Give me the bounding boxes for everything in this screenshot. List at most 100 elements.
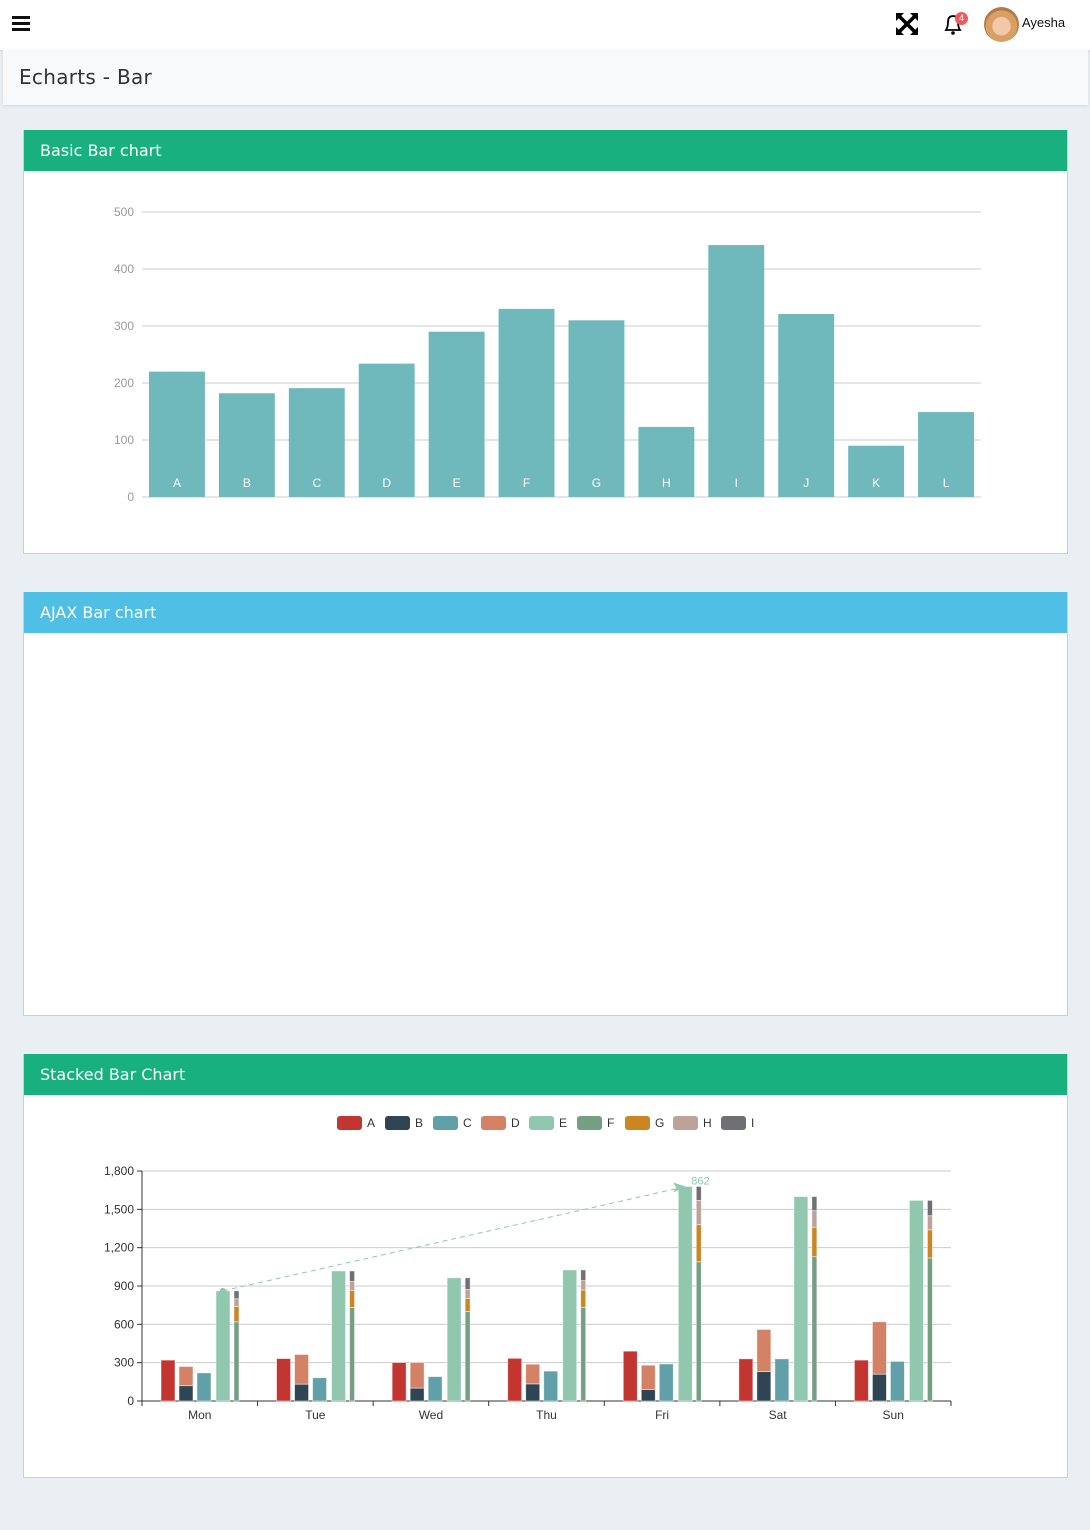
- bar-I: [580, 1269, 587, 1282]
- y-tick-label: 300: [114, 1356, 134, 1370]
- legend-swatch: [481, 1116, 506, 1130]
- mark-line: [222, 1187, 678, 1292]
- bar-A: [160, 1359, 176, 1402]
- top-navbar: 4 Ayesha: [0, 0, 1090, 50]
- y-tick-label: 900: [114, 1279, 134, 1293]
- stacked-bar-panel: Stacked Bar Chart A B C D E F G H I 0 300 600 900 1,2…: [23, 1054, 1068, 1478]
- bar: [638, 426, 695, 497]
- basic-bar-chart: 0 100 200 300 400 500 A B C D E F G H I J K L: [114, 205, 981, 504]
- bar-E: [793, 1196, 809, 1402]
- bar-G: [927, 1229, 933, 1259]
- bar-label: A: [173, 476, 181, 490]
- bar-C: [774, 1358, 790, 1402]
- bar: [358, 363, 415, 497]
- legend-swatch: [433, 1116, 458, 1130]
- bar-E: [331, 1270, 346, 1402]
- bar-H: [811, 1210, 818, 1228]
- bar-label: D: [382, 476, 391, 490]
- bar-D: [409, 1362, 425, 1389]
- y-tick-label: 400: [114, 262, 134, 276]
- x-tick-label: Sat: [769, 1408, 788, 1422]
- bar-G: [811, 1226, 818, 1258]
- bar-I: [927, 1199, 933, 1217]
- y-tick-label: 0: [127, 1394, 134, 1408]
- y-tick-label: 1,200: [104, 1241, 134, 1255]
- bar-A: [276, 1358, 291, 1402]
- ajax-bar-chart: 020406080100JanFebMarAprMayJunJulAugSepO…: [24, 633, 1069, 1015]
- bar-H: [695, 1199, 702, 1226]
- bar-B: [409, 1387, 425, 1402]
- bar-G: [580, 1289, 587, 1308]
- bar-B: [525, 1383, 541, 1402]
- legend-label: F: [607, 1116, 614, 1130]
- bar-I: [233, 1290, 240, 1300]
- bar-F: [349, 1307, 355, 1402]
- fullscreen-icon[interactable]: [896, 13, 918, 35]
- bar-B: [756, 1371, 772, 1402]
- bar-label: I: [735, 476, 738, 490]
- bar-C: [543, 1370, 559, 1402]
- legend-swatch: [529, 1116, 554, 1130]
- x-tick-label: Sun: [883, 1408, 904, 1422]
- basic-bar-panel: Basic Bar chart 0 100 200 300 400 500 A B C D E F G H…: [23, 130, 1068, 554]
- bar-C: [312, 1377, 327, 1402]
- page-header: Echarts - Bar: [3, 50, 1088, 105]
- mark-line-start: [220, 1287, 226, 1294]
- bar-E: [446, 1277, 462, 1402]
- bar-H: [927, 1215, 933, 1231]
- legend-label: I: [751, 1116, 754, 1130]
- stacked-bar-chart: A B C D E F G H I 0 300 600 900 1,200 1,500 1,800 Mon Tue…: [104, 1116, 952, 1422]
- x-tick-label: Fri: [655, 1408, 669, 1422]
- legend-label: H: [703, 1116, 712, 1130]
- legend-swatch: [625, 1116, 650, 1130]
- bar-E: [562, 1269, 578, 1402]
- bell-icon[interactable]: [942, 12, 964, 36]
- y-tick-label: 200: [114, 376, 134, 390]
- y-tick-label: 600: [114, 1317, 134, 1331]
- bar-F: [464, 1311, 471, 1402]
- panel-title: AJAX Bar chart: [24, 592, 1067, 633]
- ajax-bar-panel: AJAX Bar chart 020406080100JanFebMarAprM…: [23, 592, 1068, 1016]
- menu-icon[interactable]: [12, 16, 30, 32]
- bar: [568, 320, 625, 497]
- bar-H: [580, 1280, 587, 1291]
- bar-C: [890, 1360, 905, 1402]
- y-tick-label: 0: [127, 490, 134, 504]
- bar-C: [658, 1363, 674, 1402]
- bar-D: [525, 1363, 541, 1385]
- y-tick-label: 1,500: [104, 1202, 134, 1216]
- legend-label: B: [415, 1116, 423, 1130]
- legend-swatch: [385, 1116, 410, 1130]
- x-tick-label: Thu: [536, 1408, 557, 1422]
- notification-badge: 4: [955, 12, 968, 25]
- bar-B: [178, 1385, 194, 1402]
- bar-label: G: [592, 476, 601, 490]
- bar-label: E: [453, 476, 461, 490]
- bar-label: C: [312, 476, 321, 490]
- bar-A: [622, 1350, 638, 1402]
- legend-label: G: [655, 1116, 664, 1130]
- bar-D: [756, 1329, 772, 1373]
- bar-G: [349, 1290, 355, 1308]
- bar-B: [294, 1383, 309, 1402]
- bar-F: [580, 1306, 587, 1402]
- bar-D: [640, 1364, 656, 1390]
- bar-D: [178, 1366, 194, 1387]
- bar-I: [349, 1270, 355, 1282]
- bar-H: [464, 1289, 471, 1299]
- bar-E: [215, 1290, 231, 1402]
- avatar[interactable]: [984, 7, 1019, 42]
- bar-D: [294, 1354, 309, 1385]
- bar: [708, 245, 765, 497]
- bar: [778, 314, 835, 497]
- bar-label: L: [943, 476, 950, 490]
- bar-F: [233, 1321, 240, 1402]
- bar-H: [349, 1280, 355, 1291]
- bar-G: [695, 1224, 702, 1263]
- x-tick-label: Wed: [419, 1408, 443, 1422]
- user-name[interactable]: Ayesha: [1022, 15, 1066, 30]
- bar-A: [738, 1358, 754, 1402]
- y-tick-label: 100: [114, 433, 134, 447]
- bar-A: [507, 1357, 523, 1402]
- bar-label: K: [872, 476, 880, 490]
